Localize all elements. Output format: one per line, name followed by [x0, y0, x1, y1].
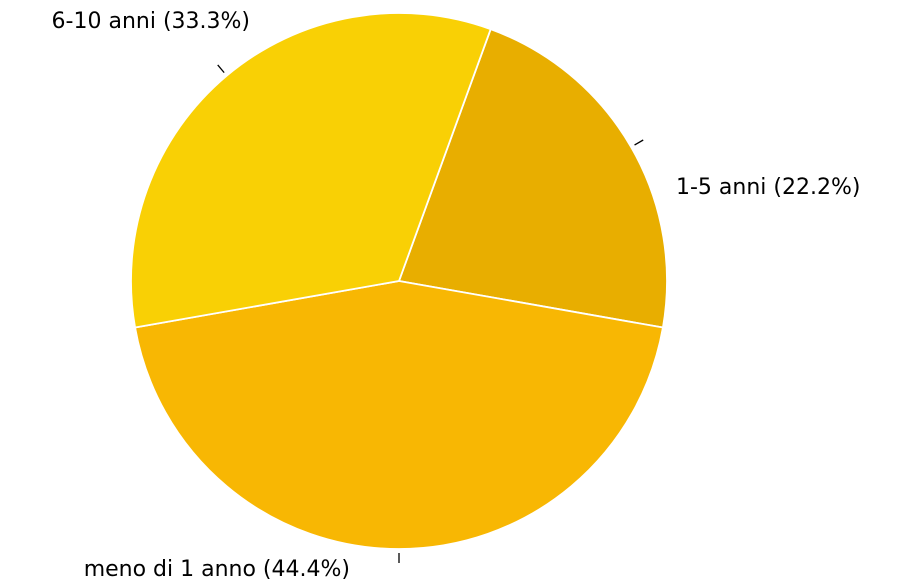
slice-6-10-anni: [130, 12, 492, 329]
pie-slices: [130, 12, 668, 550]
slice-meno-di-1-anno: [134, 280, 664, 550]
leader-line-slice-6-10-anni: [217, 64, 225, 74]
slice-1-5-anni: [398, 28, 668, 329]
slice-label-meno-di-1-anno: meno di 1 anno (44.4%): [84, 557, 350, 582]
slice-label-1-5-anni: 1-5 anni (22.2%): [676, 175, 860, 200]
leader-line-slice-1-5-anni: [634, 139, 644, 146]
pie-leader-lines: [217, 64, 644, 563]
slice-label-6-10-anni: 6-10 anni (33.3%): [52, 9, 250, 34]
